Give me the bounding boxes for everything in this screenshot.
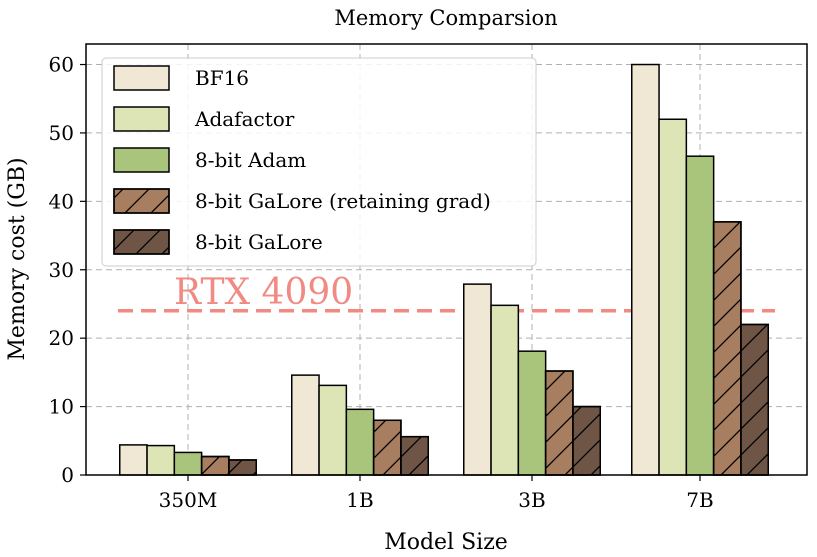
y-tick-label-20: 20: [49, 326, 74, 350]
reference-line-label: RTX 4090: [174, 272, 353, 313]
bar-bf16-1b: [291, 374, 320, 476]
y-axis-label: Memory cost (GB): [5, 157, 30, 360]
legend-swatch-bf16: [113, 65, 170, 91]
bar-8-bit-galore-retaining-grad-3b-hatch: [544, 370, 574, 476]
bar-8-bit-galore-retaining-grad-1b-hatch: [372, 419, 402, 476]
x-axis-label: Model Size: [384, 530, 508, 555]
y-tick-label-0: 0: [61, 463, 74, 487]
reference-line-group: RTX 4090: [118, 272, 775, 313]
bar-8-bit-galore-retaining-grad-350m-hatch: [200, 455, 230, 476]
bar-8-bit-galore-3b-hatch: [572, 405, 602, 476]
bar-bf16-3b: [463, 283, 492, 476]
legend-label-8-bit-adam: 8-bit Adam: [195, 148, 306, 172]
x-tick-label-1B: 1B: [346, 488, 373, 512]
bar-bf16-350m: [119, 444, 148, 476]
x-tick-label-7B: 7B: [686, 488, 713, 512]
y-tick-label-40: 40: [49, 189, 74, 213]
legend: [101, 57, 537, 267]
bar-8-bit-galore-1b-hatch: [400, 435, 430, 476]
legend-entries: BF16 Adafactor 8-bit Adam 8-bit GaLore (ret…: [113, 65, 491, 255]
y-tick-label-10: 10: [49, 395, 74, 419]
bar-8-bit-galore-7b-hatch: [740, 323, 770, 476]
chart-title: Memory Comparsion: [334, 6, 557, 30]
plot-frame: [85, 43, 808, 476]
bar-adafactor-1b: [318, 384, 348, 476]
legend-swatch-hatch-8-bit-galore-retaining-grad: [113, 188, 170, 214]
legend-swatch-8-bit-adam: [113, 147, 170, 173]
legend-swatch-hatch-8-bit-galore: [113, 229, 170, 255]
legend-label-8-bit-galore-retaining-grad: 8-bit GaLore (retaining grad): [195, 189, 491, 213]
x-tick-label-350M: 350M: [159, 488, 218, 512]
bar-8-bit-adam-1b: [345, 408, 375, 476]
bar-8-bit-adam-3b: [517, 350, 547, 476]
bar-bf16-7b: [631, 63, 660, 476]
bar-8-bit-adam-7b: [685, 155, 715, 476]
legend-label-8-bit-galore: 8-bit GaLore: [195, 230, 323, 254]
y-tick-label-30: 30: [49, 258, 74, 282]
legend-swatch-adafactor: [113, 106, 170, 132]
y-tick-label-60: 60: [49, 53, 74, 77]
bar-adafactor-7b: [658, 118, 688, 476]
bar-adafactor-3b: [490, 304, 520, 476]
bar-8-bit-galore-350m-hatch: [228, 459, 257, 476]
legend-label-adafactor: Adafactor: [194, 107, 295, 131]
legend-label-bf16: BF16: [195, 66, 249, 90]
x-tick-label-3B: 3B: [518, 488, 545, 512]
bar-8-bit-galore-retaining-grad-7b-hatch: [712, 221, 742, 476]
axis-ticks: 0 10 20 30 40 50 60 350M 1B 3B 7B: [49, 53, 714, 512]
y-tick-label-50: 50: [49, 121, 74, 145]
bar-adafactor-350m: [146, 444, 176, 476]
bar-8-bit-adam-350m: [173, 451, 203, 476]
